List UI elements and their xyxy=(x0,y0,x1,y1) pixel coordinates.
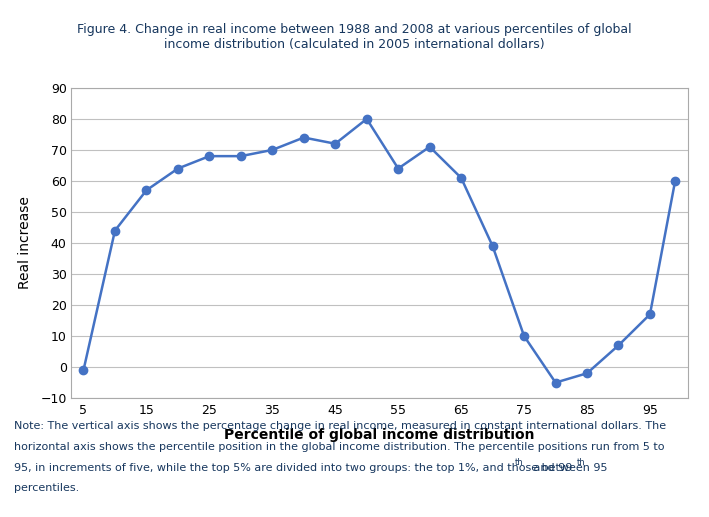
X-axis label: Percentile of global income distribution: Percentile of global income distribution xyxy=(224,428,535,442)
Y-axis label: Real increase: Real increase xyxy=(18,196,32,290)
Text: th: th xyxy=(576,458,585,466)
Text: percentiles.: percentiles. xyxy=(14,483,79,493)
Text: 95, in increments of five, while the top 5% are divided into two groups: the top: 95, in increments of five, while the top… xyxy=(14,463,608,473)
Text: th: th xyxy=(515,458,523,466)
Text: horizontal axis shows the percentile position in the global income distribution.: horizontal axis shows the percentile pos… xyxy=(14,442,664,452)
Text: Figure 4. Change in real income between 1988 and 2008 at various percentiles of : Figure 4. Change in real income between … xyxy=(77,23,632,51)
Text: and 99: and 99 xyxy=(530,463,573,473)
Text: Note: The vertical axis shows the percentage change in real income, measured in : Note: The vertical axis shows the percen… xyxy=(14,421,666,431)
